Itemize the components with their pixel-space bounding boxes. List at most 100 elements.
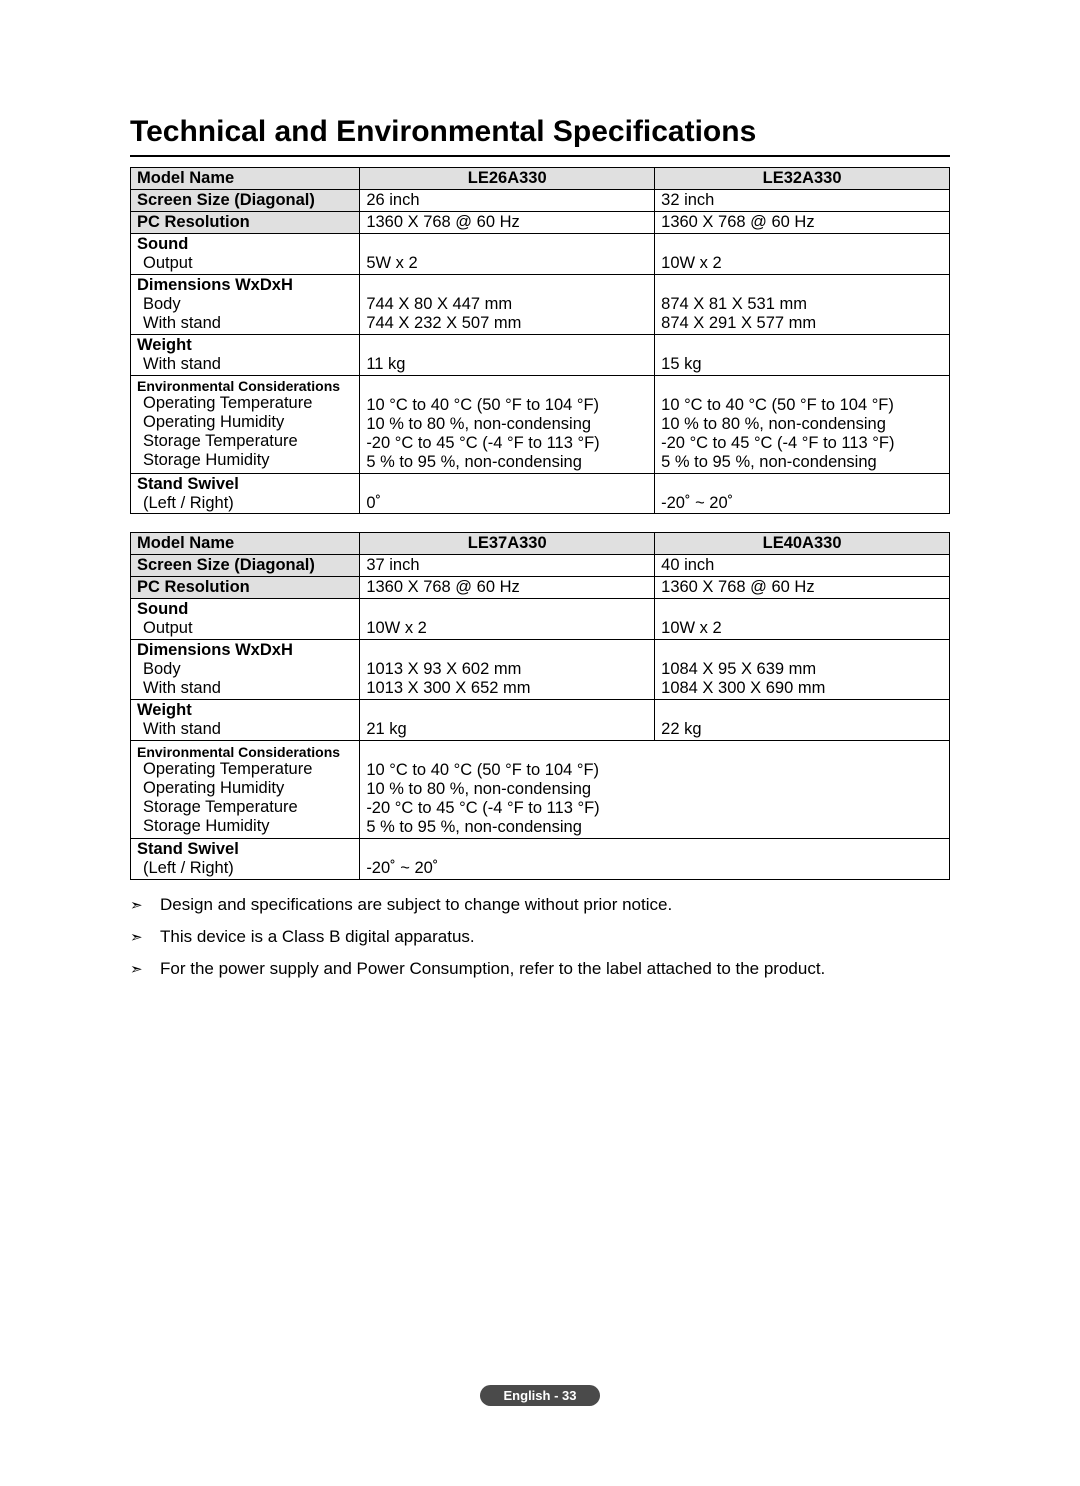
bullet-icon: ➣ (130, 894, 160, 916)
t1-dims-stand-label: With stand (137, 314, 353, 333)
t2-weight-c1: 21 kg (360, 700, 655, 741)
t2-env-label: Environmental Considerations (137, 744, 353, 760)
t1-weight-cell: Weight With stand (131, 334, 360, 375)
t1-swivel-c2: -20˚ ~ 20˚ (655, 473, 950, 514)
t1-weight-c1: 11 kg (360, 334, 655, 375)
bullet-icon: ➣ (130, 926, 160, 948)
t1-env-sthum-c2: 5 % to 95 %, non-condensing (661, 453, 943, 472)
t1-env-ophum-label: Operating Humidity (137, 413, 353, 432)
t1-sound-c2: 10W x 2 (655, 233, 950, 274)
t2-env-optemp-label: Operating Temperature (137, 760, 353, 779)
t2-dims-body-label: Body (137, 660, 353, 679)
t1-env-sttemp-c2: -20 °C to 45 °C (-4 °F to 113 °F) (661, 434, 943, 453)
note-1: Design and specifications are subject to… (160, 894, 950, 916)
page-title: Technical and Environmental Specificatio… (130, 115, 950, 157)
t1-env-c1: 10 °C to 40 °C (50 °F to 104 °F) 10 % to… (360, 375, 655, 473)
bullet-icon: ➣ (130, 958, 160, 980)
t2-env-sthum-label: Storage Humidity (137, 817, 353, 836)
t1-dims-body-c2: 874 X 81 X 531 mm (661, 295, 943, 314)
t2-dims-stand-c2: 1084 X 300 X 690 mm (661, 679, 943, 698)
t1-swivel-c1: 0˚ (360, 473, 655, 514)
t1-env-c2: 10 °C to 40 °C (50 °F to 104 °F) 10 % to… (655, 375, 950, 473)
note-2: This device is a Class B digital apparat… (160, 926, 950, 948)
t2-screensize-c2: 40 inch (655, 555, 950, 577)
t1-env-ophum-c2: 10 % to 80 %, non-condensing (661, 415, 943, 434)
t1-env-optemp-c1: 10 °C to 40 °C (50 °F to 104 °F) (366, 396, 648, 415)
t1-pcres-c2: 1360 X 768 @ 60 Hz (655, 211, 950, 233)
t1-pcres-label: PC Resolution (131, 211, 360, 233)
t2-weight-stand-label: With stand (137, 720, 353, 739)
t2-weight-cell: Weight With stand (131, 700, 360, 741)
t2-dims-c1: 1013 X 93 X 602 mm 1013 X 300 X 652 mm (360, 640, 655, 700)
t1-dims-body-label: Body (137, 295, 353, 314)
t1-dims-c2: 874 X 81 X 531 mm 874 X 291 X 577 mm (655, 274, 950, 334)
t2-screensize-label: Screen Size (Diagonal) (131, 555, 360, 577)
t1-sound-cell: Sound Output (131, 233, 360, 274)
t1-env-optemp-label: Operating Temperature (137, 394, 353, 413)
t2-pcres-c2: 1360 X 768 @ 60 Hz (655, 577, 950, 599)
t1-screensize-label: Screen Size (Diagonal) (131, 189, 360, 211)
t1-swivel-label: Stand Swivel (137, 475, 353, 494)
t2-swivel-lr-label: (Left / Right) (137, 859, 353, 878)
t1-env-sthum-c1: 5 % to 95 %, non-condensing (366, 453, 648, 472)
t2-sound-c1: 10W x 2 (360, 599, 655, 640)
note-3: For the power supply and Power Consumpti… (160, 958, 950, 980)
t2-dims-body-c2: 1084 X 95 X 639 mm (661, 660, 943, 679)
t2-weight-label: Weight (137, 701, 353, 720)
t2-swivel-label: Stand Swivel (137, 840, 353, 859)
t1-screensize-c1: 26 inch (360, 189, 655, 211)
t2-env-optemp: 10 °C to 40 °C (50 °F to 104 °F) (366, 761, 943, 780)
t1-env-sthum-label: Storage Humidity (137, 451, 353, 470)
t2-env-sttemp: -20 °C to 45 °C (-4 °F to 113 °F) (366, 799, 943, 818)
t1-screensize-c2: 32 inch (655, 189, 950, 211)
t1-header-c2: LE32A330 (655, 168, 950, 190)
t2-dims-cell: Dimensions WxDxH Body With stand (131, 640, 360, 700)
t1-pcres-c1: 1360 X 768 @ 60 Hz (360, 211, 655, 233)
t1-sound-output-label: Output (137, 254, 353, 273)
t2-env-sthum: 5 % to 95 %, non-condensing (366, 818, 943, 837)
t2-dims-c2: 1084 X 95 X 639 mm 1084 X 300 X 690 mm (655, 640, 950, 700)
t2-sound-output-label: Output (137, 619, 353, 638)
t2-dims-body-c1: 1013 X 93 X 602 mm (366, 660, 648, 679)
t1-env-optemp-c2: 10 °C to 40 °C (50 °F to 104 °F) (661, 396, 943, 415)
t1-dims-body-c1: 744 X 80 X 447 mm (366, 295, 648, 314)
t2-dims-label: Dimensions WxDxH (137, 641, 353, 660)
t2-swivel-cell: Stand Swivel (Left / Right) (131, 839, 360, 880)
t1-weight-c2: 15 kg (655, 334, 950, 375)
t1-env-cell: Environmental Considerations Operating T… (131, 375, 360, 473)
t1-env-label: Environmental Considerations (137, 378, 353, 394)
t2-env-sttemp-label: Storage Temperature (137, 798, 353, 817)
t2-env-values: 10 °C to 40 °C (50 °F to 104 °F) 10 % to… (360, 741, 950, 839)
t2-header-c1: LE37A330 (360, 533, 655, 555)
t2-header-c2: LE40A330 (655, 533, 950, 555)
t1-sound-label: Sound (137, 235, 353, 254)
page-footer: English - 33 (0, 1385, 1080, 1406)
t2-header-model: Model Name (131, 533, 360, 555)
t2-env-cell: Environmental Considerations Operating T… (131, 741, 360, 839)
t1-env-ophum-c1: 10 % to 80 %, non-condensing (366, 415, 648, 434)
t2-swivel-val: -20˚ ~ 20˚ (360, 839, 950, 880)
t1-sound-c1: 5W x 2 (360, 233, 655, 274)
t1-header-c1: LE26A330 (360, 168, 655, 190)
t2-weight-c2: 22 kg (655, 700, 950, 741)
spec-table-2: Model Name LE37A330 LE40A330 Screen Size… (130, 532, 950, 879)
t2-env-ophum: 10 % to 80 %, non-condensing (366, 780, 943, 799)
t1-weight-stand-label: With stand (137, 355, 353, 374)
t2-pcres-c1: 1360 X 768 @ 60 Hz (360, 577, 655, 599)
t1-dims-stand-c2: 874 X 291 X 577 mm (661, 314, 943, 333)
t2-dims-stand-label: With stand (137, 679, 353, 698)
t2-pcres-label: PC Resolution (131, 577, 360, 599)
t1-header-model: Model Name (131, 168, 360, 190)
t2-sound-cell: Sound Output (131, 599, 360, 640)
t2-sound-label: Sound (137, 600, 353, 619)
t1-dims-label: Dimensions WxDxH (137, 276, 353, 295)
t2-sound-c2: 10W x 2 (655, 599, 950, 640)
spec-table-1: Model Name LE26A330 LE32A330 Screen Size… (130, 167, 950, 514)
t1-dims-stand-c1: 744 X 232 X 507 mm (366, 314, 648, 333)
t1-env-sttemp-label: Storage Temperature (137, 432, 353, 451)
t1-swivel-lr-label: (Left / Right) (137, 494, 353, 513)
t1-env-sttemp-c1: -20 °C to 45 °C (-4 °F to 113 °F) (366, 434, 648, 453)
page-number-pill: English - 33 (480, 1385, 601, 1406)
t2-dims-stand-c1: 1013 X 300 X 652 mm (366, 679, 648, 698)
t2-env-ophum-label: Operating Humidity (137, 779, 353, 798)
